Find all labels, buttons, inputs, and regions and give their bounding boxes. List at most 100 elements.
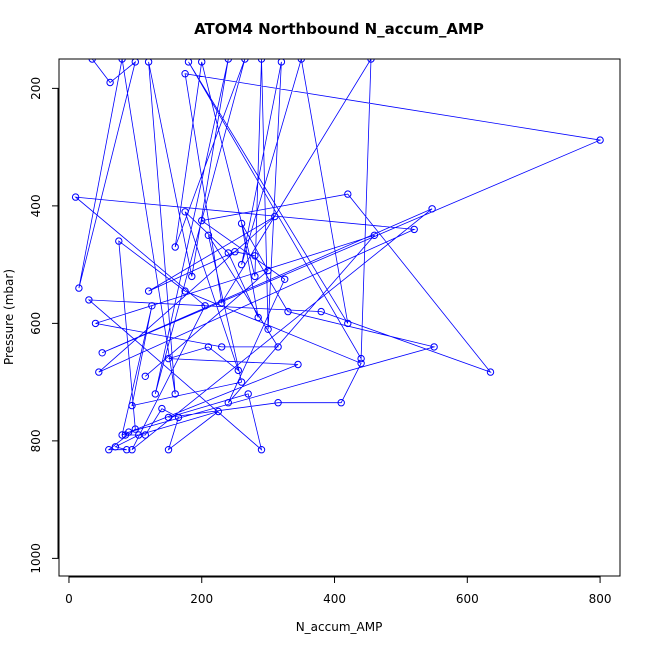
data-point [123, 446, 131, 454]
data-point [257, 446, 266, 454]
data-point [115, 237, 123, 245]
data-point [171, 243, 179, 251]
data-point [181, 287, 189, 295]
data-point [98, 349, 106, 357]
data-point [148, 302, 156, 310]
data-point [85, 296, 93, 304]
data-point [198, 59, 206, 66]
x-tick-label: 800 [589, 592, 612, 606]
data-point [181, 208, 189, 216]
data-point [144, 287, 153, 295]
data-point [224, 249, 233, 257]
data-point [128, 446, 136, 454]
data-point [357, 354, 365, 363]
data-point [337, 399, 345, 407]
data-point [430, 343, 438, 351]
data-point [241, 59, 249, 63]
data-point [271, 212, 279, 221]
x-axis: 0 200 400 600 800 [65, 576, 612, 606]
data-point [284, 307, 292, 316]
data-point [234, 366, 243, 375]
data-point [118, 431, 126, 439]
data-point [274, 343, 282, 351]
data-point [244, 390, 252, 398]
data-point [237, 378, 246, 386]
data-point [297, 59, 305, 63]
data-point [111, 443, 120, 451]
data-point [184, 59, 193, 66]
x-tick-label: 400 [323, 592, 346, 606]
data-point [357, 359, 365, 367]
y-axis-label: Pressure (mbar) [2, 269, 16, 365]
y-axis: 200 400 600 800 1000 [29, 77, 59, 574]
y-tick-label: 1000 [29, 543, 43, 574]
data-point [164, 354, 173, 363]
data-point [224, 59, 232, 63]
data-point [118, 59, 126, 63]
data-point [274, 399, 282, 407]
data-point [281, 275, 289, 283]
plot-area [71, 59, 604, 454]
data-point [251, 272, 259, 281]
data-point [158, 404, 166, 413]
data-point [75, 284, 83, 292]
data-point [218, 343, 226, 351]
data-point [264, 325, 272, 333]
x-tick-label: 600 [456, 592, 479, 606]
data-point [257, 59, 266, 63]
data-point [596, 136, 604, 144]
x-tick-label: 200 [190, 592, 213, 606]
data-point [214, 407, 223, 416]
data-point [151, 390, 160, 398]
data-point [131, 59, 139, 66]
data-point [106, 78, 114, 87]
data-point [367, 59, 375, 63]
data-point [344, 319, 352, 328]
data-point [95, 368, 103, 376]
data-point [164, 446, 173, 454]
data-point [128, 401, 136, 410]
data-point [171, 390, 179, 398]
data-point [254, 313, 262, 322]
data-point [237, 219, 246, 228]
data-point [264, 266, 272, 275]
data-point [105, 446, 113, 454]
data-point [237, 260, 246, 269]
data-point [135, 431, 143, 439]
y-tick-label: 200 [29, 77, 43, 100]
data-point [198, 216, 206, 225]
data-point [204, 231, 213, 240]
data-point [141, 372, 150, 380]
data-point [251, 252, 259, 260]
data-point [164, 413, 173, 422]
data-point [410, 225, 418, 234]
x-axis-label: N_accum_AMP [296, 620, 383, 634]
data-point [91, 319, 100, 328]
data-point [144, 59, 153, 66]
data-point [486, 368, 495, 376]
data-point [294, 360, 302, 369]
data-point [88, 59, 96, 63]
data-point [428, 205, 436, 213]
data-point [174, 413, 183, 422]
data-point [218, 299, 226, 307]
data-point [188, 272, 196, 281]
y-tick-label: 400 [29, 194, 43, 217]
y-tick-label: 800 [29, 429, 43, 452]
data-point [344, 190, 352, 198]
chart-title: ATOM4 Northbound N_accum_AMP [194, 20, 484, 38]
y-tick-label: 600 [29, 312, 43, 335]
data-point [224, 399, 233, 407]
data-point [121, 431, 130, 439]
x-tick-label: 0 [65, 592, 73, 606]
series-line [74, 59, 602, 451]
plot-border [58, 58, 621, 577]
data-point [201, 302, 209, 310]
data-point [277, 59, 286, 66]
data-point [71, 193, 80, 201]
data-point [181, 70, 189, 78]
data-point [131, 425, 140, 433]
data-point [370, 231, 379, 240]
data-point [317, 307, 325, 316]
